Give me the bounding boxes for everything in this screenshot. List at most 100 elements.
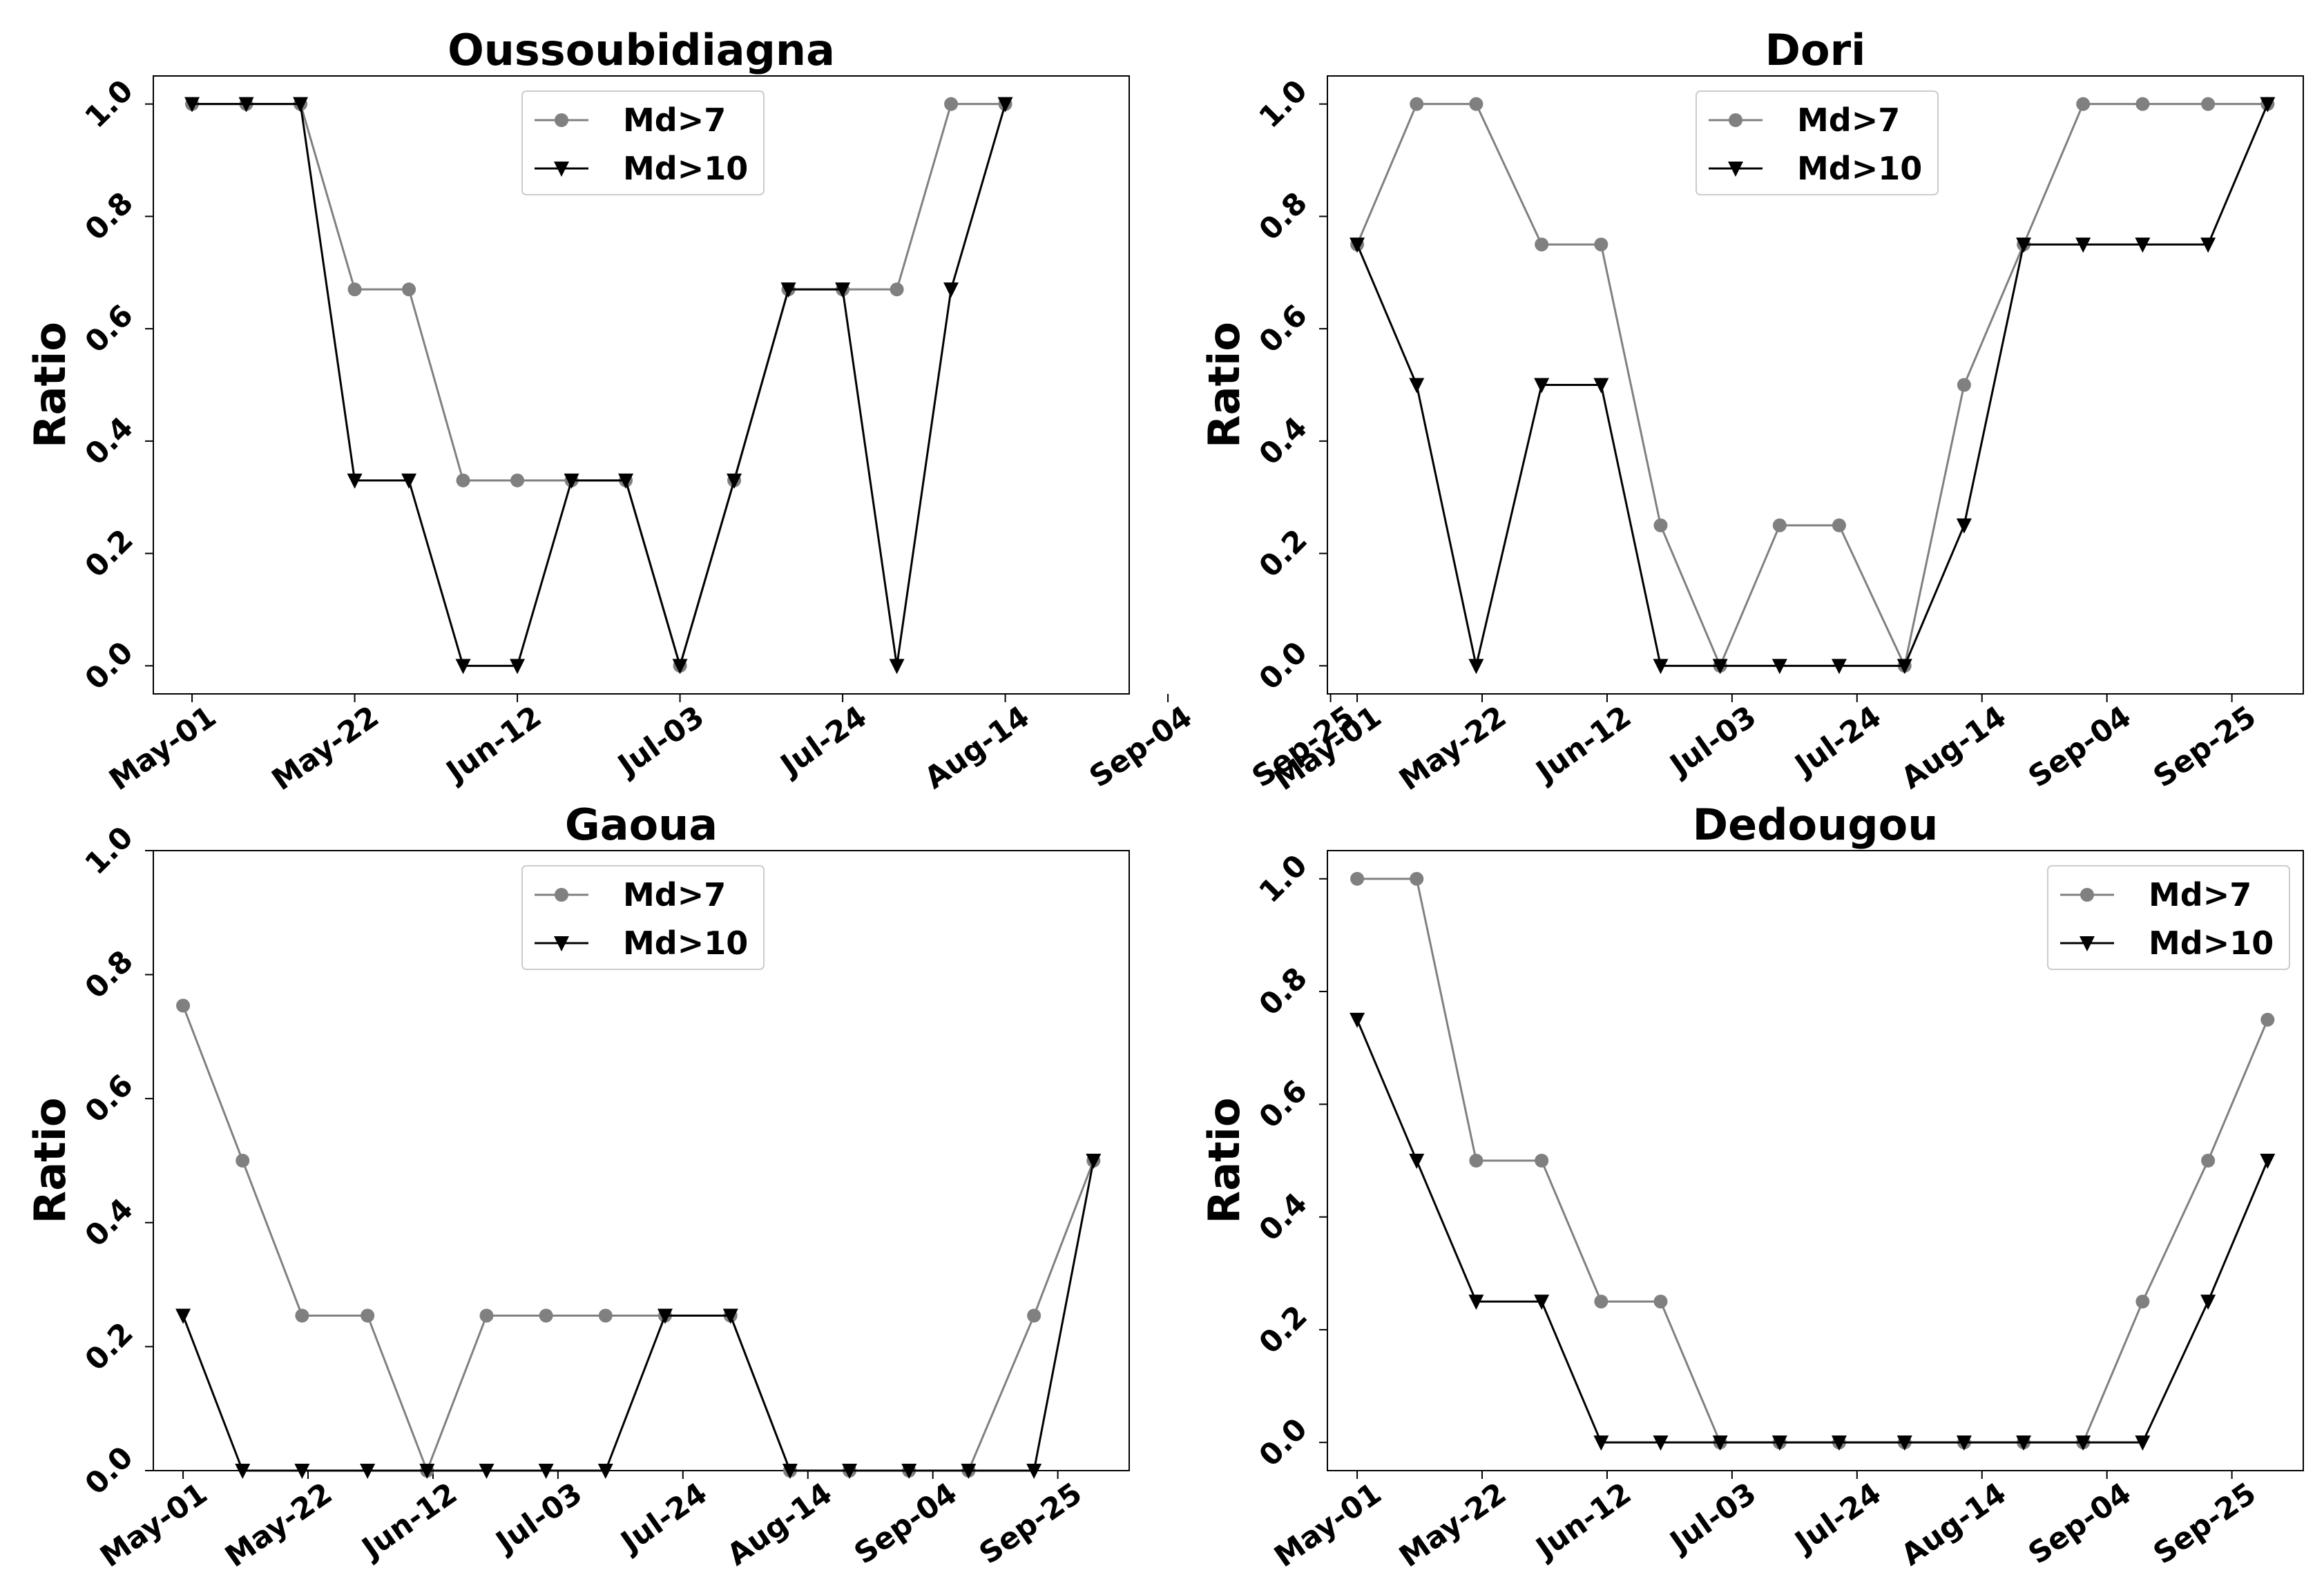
data-point: [997, 97, 1013, 113]
data-point: [295, 1308, 309, 1323]
data-point: [835, 282, 851, 298]
data-point: [347, 473, 363, 489]
data-point: [2260, 1154, 2276, 1169]
data-point: [1956, 1435, 1972, 1451]
y-tick-label: 0.6: [79, 298, 140, 360]
data-point: [1534, 378, 1550, 394]
y-tick-label: 0.2: [79, 523, 140, 584]
y-tick-label: 1.0: [1253, 848, 1314, 909]
y-tick-label: 0.4: [1253, 1186, 1314, 1248]
data-point: [1468, 659, 1484, 675]
y-axis-label: Ratio: [1199, 322, 1249, 448]
legend-marker: [1729, 113, 1742, 127]
data-point: [236, 1154, 250, 1168]
data-point: [1771, 659, 1787, 675]
data-point: [1086, 1154, 1102, 1169]
data-point: [2260, 1012, 2275, 1027]
y-tick-label: 0.0: [1253, 1412, 1314, 1473]
y-tick-label: 0.8: [1253, 961, 1314, 1023]
data-point: [1594, 238, 1608, 252]
data-point: [727, 473, 742, 489]
y-axis-label: Ratio: [25, 322, 75, 448]
y-tick-label: 0.2: [79, 1316, 140, 1377]
data-point: [2075, 238, 2091, 253]
legend-marker: [555, 888, 568, 902]
data-point: [672, 659, 688, 675]
y-tick-label: 1.0: [1253, 73, 1314, 135]
x-tick-label: Sep-04: [1084, 699, 1199, 795]
data-point: [780, 282, 796, 298]
x-tick-label: Aug-14: [1895, 1476, 2013, 1573]
legend-label: Md>10: [1797, 150, 1922, 187]
data-point: [175, 1308, 191, 1324]
data-point: [1772, 518, 1787, 532]
x-tick-label: Sep-04: [2022, 699, 2138, 795]
y-tick-label: 0.8: [79, 944, 140, 1005]
data-point: [1653, 1435, 1669, 1451]
legend-label: Md>10: [2149, 924, 2274, 962]
legend-marker: [555, 113, 568, 127]
x-tick-label: May-22: [1393, 699, 1512, 797]
x-tick-label: May-22: [266, 699, 385, 797]
x-tick-label: May-22: [1393, 1476, 1512, 1574]
data-point: [401, 473, 417, 489]
x-tick-label: Jul-03: [1662, 699, 1763, 784]
legend-label: Md>7: [623, 101, 726, 139]
x-tick-label: Jul-24: [1787, 1476, 1888, 1560]
x-tick-label: Sep-25: [2147, 699, 2263, 795]
x-tick-label: Jul-03: [611, 699, 711, 784]
data-point: [539, 1308, 553, 1323]
data-point: [538, 1464, 554, 1479]
data-point: [961, 1464, 977, 1479]
x-tick-label: Jul-24: [613, 1476, 713, 1560]
legend-marker: [554, 162, 569, 177]
data-point: [564, 473, 579, 489]
data-point: [1350, 871, 1365, 886]
data-point: [842, 1464, 858, 1479]
plot-frame: [153, 75, 1130, 695]
data-point: [456, 473, 470, 487]
legend-label: Md>10: [623, 150, 748, 187]
x-tick-label: May-01: [103, 699, 222, 797]
data-point: [889, 659, 905, 675]
data-point: [2260, 97, 2276, 113]
data-point: [293, 97, 309, 113]
data-point: [2135, 1435, 2151, 1451]
data-point: [943, 282, 959, 298]
x-tick-label: Aug-14: [919, 699, 1036, 796]
chart-title: Dedougou: [1693, 800, 1939, 850]
chart-panel-0: Oussoubidiagna Ratio 0.0 0.2 0.4 0.6 0.8 1.0 May…: [25, 25, 1361, 797]
data-point: [2201, 97, 2216, 111]
y-tick-label: 0.0: [79, 1440, 140, 1502]
x-tick-label: Jun-12: [1528, 699, 1638, 791]
data-point: [1653, 1295, 1668, 1309]
data-point: [1534, 1295, 1550, 1310]
data-point: [1410, 97, 1424, 111]
data-point: [361, 1308, 375, 1323]
data-point: [1896, 659, 1912, 675]
data-point: [1771, 1435, 1787, 1451]
x-tick-label: Jul-03: [488, 1476, 588, 1560]
data-point: [2135, 238, 2151, 253]
data-point: [2016, 1435, 2032, 1451]
y-tick-label: 0.8: [79, 186, 140, 247]
data-point: [1469, 1154, 1483, 1168]
data-point: [1350, 1012, 1365, 1028]
data-point: [479, 1464, 494, 1479]
data-point: [2075, 1435, 2091, 1451]
data-point: [1469, 97, 1483, 111]
data-point: [1593, 1435, 1609, 1451]
y-tick-label: 1.0: [79, 73, 140, 135]
data-point: [1653, 518, 1668, 532]
data-point: [1593, 378, 1609, 394]
chart-panel-3: Dedougou Ratio 0.0 0.2 0.4 0.6 0.8 1.0 May-01 May…: [1199, 800, 2304, 1574]
series-line-md10: [1356, 1019, 2269, 1444]
y-tick-label: 0.4: [79, 1192, 140, 1253]
x-tick-label: Jun-12: [439, 699, 548, 791]
data-point: [1409, 1154, 1425, 1169]
x-tick-label: Jul-24: [1787, 699, 1888, 784]
legend-label: Md>7: [2149, 876, 2251, 913]
legend-marker: [554, 936, 569, 951]
x-tick-label: Sep-25: [2147, 1476, 2263, 1571]
